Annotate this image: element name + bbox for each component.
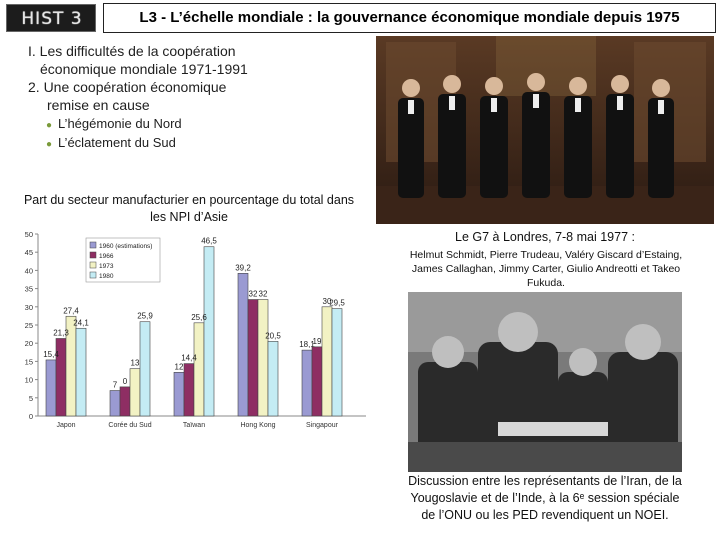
- bar: [119, 386, 131, 417]
- un-photo-caption: Discussion entre les représentants de l’…: [408, 474, 682, 522]
- y-tick-label: 10: [25, 376, 33, 385]
- legend-swatch: [89, 251, 97, 259]
- bar: [193, 322, 205, 417]
- y-tick-label: 40: [25, 266, 33, 275]
- bar-value-label: 19: [313, 337, 322, 346]
- bar: [311, 346, 323, 417]
- course-badge: HIST 3: [6, 4, 96, 32]
- bullet-icon: ●: [46, 120, 53, 131]
- bar-value-label: 15,4: [43, 350, 59, 359]
- bar-value-label: 13: [131, 359, 140, 368]
- bar: [75, 327, 87, 417]
- legend-label: 1966: [99, 253, 114, 260]
- bar: [321, 306, 333, 417]
- bar-value-label: 18,1: [299, 340, 315, 349]
- x-category-label: Taïwan: [183, 422, 205, 429]
- bar-value-label: 7: [113, 381, 118, 390]
- bar-value-label: 29,5: [329, 299, 345, 308]
- bar: [237, 273, 249, 417]
- bar: [45, 359, 57, 417]
- bar: [183, 363, 195, 417]
- bar: [257, 299, 269, 417]
- bar-value-label: 30: [323, 297, 332, 306]
- bar: [247, 299, 259, 417]
- bar-value-label: 32: [249, 290, 258, 299]
- bullet-icon: ●: [46, 139, 53, 150]
- outline-part1-line1: I. Les difficultés de la coopération: [28, 43, 236, 59]
- outline-bullet-label: L’éclatement du Sud: [58, 135, 176, 150]
- slide-title: L3 - L’échelle mondiale : la gouvernance…: [139, 9, 680, 26]
- bar-value-label: 0: [123, 377, 128, 386]
- bar-value-label: 12: [175, 362, 184, 371]
- outline-part2-line1: 2. Une coopération économique: [28, 79, 227, 95]
- bar-value-label: 25,9: [137, 312, 153, 321]
- g7-group-photo: [376, 36, 714, 224]
- lesson-outline: I. Les difficultés de la coopération éco…: [28, 42, 348, 114]
- y-tick-label: 30: [25, 303, 33, 312]
- bar-value-label: 25,6: [191, 313, 207, 322]
- legend-swatch: [89, 241, 97, 249]
- outline-part2-line2: remise en cause: [47, 97, 150, 113]
- y-tick-label: 50: [25, 230, 33, 239]
- manufacturing-share-chart: 0 5 10 15 20 25 30 35 40 45 50 15,4 21,3 27,4 24,1 7 0 1…: [8, 228, 370, 430]
- bar: [267, 341, 279, 417]
- chart-title: Part du secteur manufacturier en pourcen…: [23, 193, 355, 224]
- x-category-label: Singapour: [306, 422, 339, 429]
- bar: [173, 372, 185, 417]
- outline-bullet-label: L’hégémonie du Nord: [58, 116, 182, 131]
- bar-value-label: 20,5: [265, 331, 281, 340]
- bar: [301, 349, 313, 417]
- g7-photo-caption-title: Le G7 à Londres, 7-8 mai 1977 :: [455, 230, 635, 244]
- g7-group-photo-image: [376, 36, 714, 224]
- bar-value-label: 14,4: [181, 354, 197, 363]
- slide-title-box: L3 - L’échelle mondiale : la gouvernance…: [103, 3, 716, 33]
- outline-bullet: ● L’hégémonie du Nord: [46, 115, 182, 134]
- bar: [331, 308, 343, 417]
- header-bar: HIST 3 L3 - L’échelle mondiale : la gouv…: [0, 0, 720, 36]
- x-category-label: Hong Kong: [240, 422, 275, 429]
- y-tick-label: 35: [25, 285, 33, 294]
- legend-label: 1973: [99, 263, 114, 270]
- bar-value-label: 27,4: [63, 306, 79, 315]
- bar: [129, 368, 141, 417]
- x-category-label: Corée du Sud: [108, 422, 151, 429]
- legend-swatch: [89, 271, 97, 279]
- bar-value-label: 39,2: [235, 263, 251, 272]
- outline-bullets: ● L’hégémonie du Nord ● L’éclatement du Su…: [46, 115, 182, 153]
- legend-box: [85, 237, 161, 283]
- bar-value-label: 21,3: [53, 328, 69, 337]
- y-tick-label: 45: [25, 248, 33, 257]
- bar-value-label: 46,5: [201, 237, 217, 246]
- x-category-label: Japon: [56, 422, 75, 429]
- bar-value-label: 24,1: [73, 318, 89, 327]
- y-tick-label: 0: [29, 412, 33, 421]
- un-session-photo-image: [408, 292, 682, 472]
- y-tick-label: 5: [29, 394, 33, 403]
- bar: [139, 321, 151, 417]
- g7-photo-caption-names: Helmut Schmidt, Pierre Trudeau, Valéry G…: [409, 249, 683, 289]
- y-tick-label: 20: [25, 339, 33, 348]
- bar: [109, 390, 121, 417]
- legend-swatch: [89, 261, 97, 269]
- y-tick-label: 25: [25, 321, 33, 330]
- outline-part1-line2: économique mondiale 1971-1991: [40, 61, 248, 77]
- legend-label: 1960 (estimations): [99, 243, 152, 250]
- legend-label: 1980: [99, 273, 114, 280]
- course-badge-label: HIST 3: [21, 9, 83, 29]
- un-session-photo: [408, 292, 682, 472]
- bar: [203, 246, 215, 417]
- outline-bullet: ● L’éclatement du Sud: [46, 134, 182, 153]
- y-tick-label: 15: [25, 357, 33, 366]
- bar-value-label: 32: [259, 290, 268, 299]
